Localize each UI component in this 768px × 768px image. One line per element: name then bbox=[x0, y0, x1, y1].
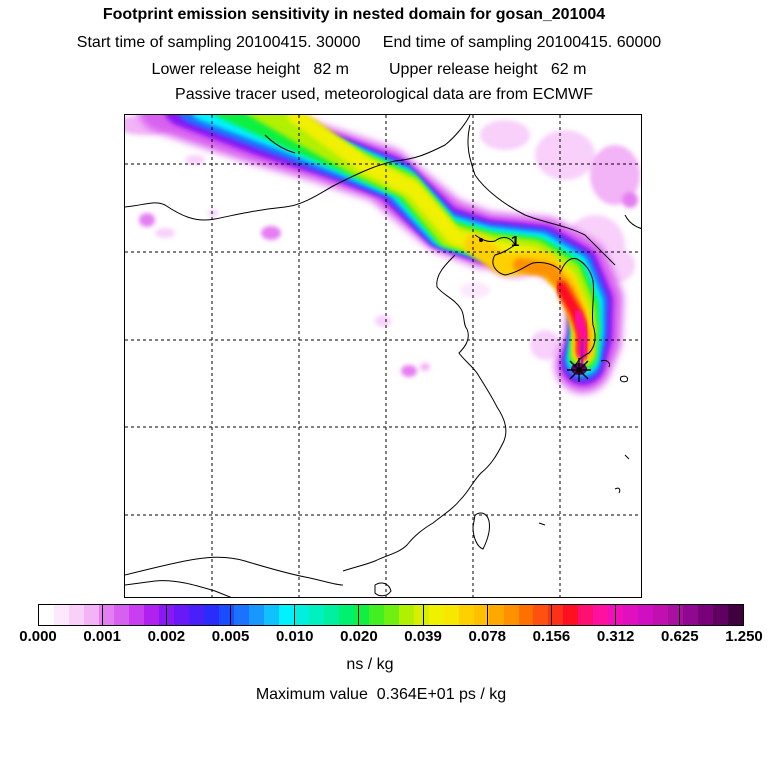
coastlines bbox=[125, 115, 641, 597]
colorbar-tick-label: 0.625 bbox=[661, 628, 699, 645]
tracer-info-line: Passive tracer used, meteorological data… bbox=[175, 86, 593, 103]
colorbar-tick-label: 0.312 bbox=[596, 628, 635, 645]
colorbar-divider bbox=[230, 604, 232, 626]
colorbar-divider bbox=[615, 604, 617, 626]
colorbar-tick-label: 0.010 bbox=[275, 628, 314, 645]
colorbar-swatch bbox=[173, 605, 189, 625]
colorbar-swatch bbox=[98, 605, 114, 625]
colorbar-swatch bbox=[188, 605, 204, 625]
colorbar-swatch bbox=[293, 605, 309, 625]
release-height-line: Lower release height 82 m Upper release … bbox=[151, 61, 587, 78]
colorbar-swatch bbox=[473, 605, 489, 625]
lat-lon-grid bbox=[125, 115, 641, 597]
colorbar-swatch bbox=[308, 605, 324, 625]
colorbar-tick-label: 0.156 bbox=[532, 628, 571, 645]
colorbar-swatch bbox=[638, 605, 654, 625]
colorbar-tick-label: 0.020 bbox=[340, 628, 378, 645]
colorbar-tick-label: 0.001 bbox=[83, 628, 121, 645]
star-marker bbox=[567, 358, 591, 382]
colorbar-swatch bbox=[323, 605, 339, 625]
colorbar-divider bbox=[486, 604, 488, 626]
colorbar-swatch bbox=[233, 605, 249, 625]
colorbar-tick-label: 0.078 bbox=[468, 628, 507, 645]
colorbar-swatch bbox=[368, 605, 384, 625]
colorbar-tick-label: 0.005 bbox=[211, 628, 250, 645]
colorbar-swatch bbox=[338, 605, 354, 625]
colorbar-swatch bbox=[398, 605, 414, 625]
colorbar-tick-label: 0.000 bbox=[19, 628, 57, 645]
colorbar-swatch bbox=[578, 605, 594, 625]
colorbar-swatch bbox=[698, 605, 714, 625]
colorbar-swatch bbox=[548, 605, 564, 625]
colorbar-tick-label: 0.002 bbox=[147, 628, 186, 645]
colorbar-swatch bbox=[503, 605, 519, 625]
colorbar-swatch bbox=[39, 605, 54, 625]
colorbar-swatch bbox=[413, 605, 429, 625]
maximum-value-text: Maximum value 0.364E+01 ps / kg bbox=[255, 686, 507, 703]
map-canvas: 1 bbox=[125, 115, 641, 597]
colorbar-swatch bbox=[593, 605, 609, 625]
colorbar-swatch bbox=[683, 605, 699, 625]
colorbar-swatch bbox=[383, 605, 399, 625]
plot-title: Footprint emission sensitivity in nested… bbox=[102, 6, 606, 23]
colorbar-swatch bbox=[353, 605, 369, 625]
colorbar-swatch bbox=[428, 605, 444, 625]
colorbar-swatch bbox=[263, 605, 279, 625]
colorbar-swatch bbox=[443, 605, 459, 625]
colorbar-swatch bbox=[128, 605, 144, 625]
release-location-marker: 1 bbox=[479, 233, 519, 250]
colorbar-swatch bbox=[203, 605, 219, 625]
colorbar-swatch bbox=[518, 605, 534, 625]
colorbar-swatch bbox=[488, 605, 504, 625]
colorbar-swatch bbox=[623, 605, 639, 625]
emission-plume bbox=[139, 115, 623, 393]
colorbar-tick-label: 0.039 bbox=[404, 628, 442, 645]
colorbar-swatch bbox=[218, 605, 234, 625]
colorbar-swatch bbox=[113, 605, 129, 625]
colorbar-divider bbox=[422, 604, 424, 626]
colorbar-swatch bbox=[728, 605, 744, 625]
colorbar-divider bbox=[550, 604, 552, 626]
colorbar-swatch bbox=[68, 605, 84, 625]
marker-label: 1 bbox=[511, 233, 519, 250]
colorbar-swatch bbox=[713, 605, 729, 625]
colorbar-swatch bbox=[563, 605, 579, 625]
colorbar-swatch bbox=[248, 605, 264, 625]
colorbar-divider bbox=[101, 604, 103, 626]
colorbar-unit: ns / kg bbox=[346, 656, 394, 673]
colorbar-swatch bbox=[278, 605, 294, 625]
colorbar-divider bbox=[358, 604, 360, 626]
colorbar-swatch bbox=[83, 605, 99, 625]
colorbar-swatch bbox=[53, 605, 69, 625]
sampling-time-line: Start time of sampling 20100415. 30000 E… bbox=[76, 34, 662, 51]
colorbar-divider bbox=[294, 604, 296, 626]
colorbar-swatch bbox=[143, 605, 159, 625]
colorbar-divider bbox=[165, 604, 167, 626]
colorbar bbox=[38, 604, 744, 626]
footprint-map: 1 bbox=[124, 114, 642, 598]
colorbar-swatch bbox=[668, 605, 684, 625]
colorbar-swatch bbox=[653, 605, 669, 625]
colorbar-swatch bbox=[533, 605, 549, 625]
colorbar-swatch bbox=[458, 605, 474, 625]
colorbar-tick-label: 1.250 bbox=[725, 628, 763, 645]
colorbar-divider bbox=[679, 604, 681, 626]
